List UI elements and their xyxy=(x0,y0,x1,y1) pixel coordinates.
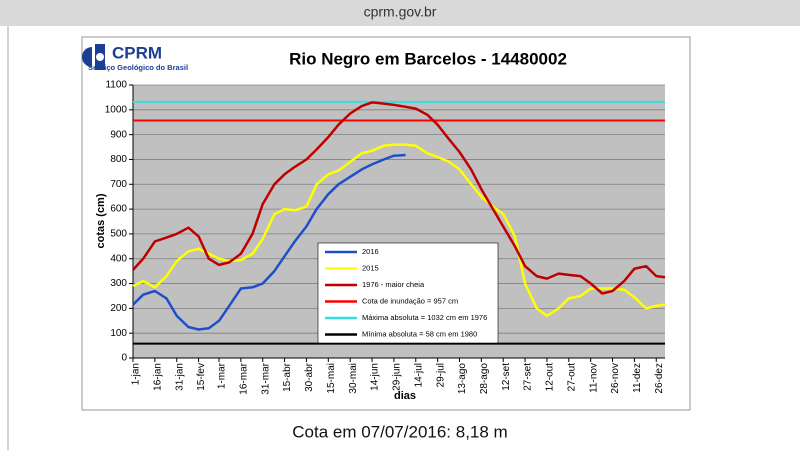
caption: Cota em 07/07/2016: 8,18 m xyxy=(292,422,507,441)
address-bar xyxy=(0,0,800,26)
url[interactable]: cprm.gov.br xyxy=(364,4,437,20)
x-tick-label: 26-dez xyxy=(654,363,665,394)
x-tick-label: 29-jul xyxy=(435,363,446,387)
logo-icon-dot xyxy=(96,53,104,61)
logo: CPRM Serviço Geológico do Brasil xyxy=(82,43,188,72)
logo-name: CPRM xyxy=(112,43,162,62)
x-tick-label: 16-jan xyxy=(153,363,164,391)
y-tick-label: 600 xyxy=(110,204,127,215)
logo-subtitle: Serviço Geológico do Brasil xyxy=(88,63,188,72)
y-tick-label: 1000 xyxy=(105,104,128,115)
y-axis-label: cotas (cm) xyxy=(95,193,107,248)
y-tick-label: 900 xyxy=(110,129,127,140)
y-tick-label: 0 xyxy=(121,353,127,364)
y-tick-label: 300 xyxy=(110,278,127,289)
logo-icon xyxy=(82,44,105,70)
series-line xyxy=(132,101,666,295)
x-tick-label: 16-mar xyxy=(238,362,249,394)
series-line xyxy=(132,143,666,318)
x-tick-label: 11-dez xyxy=(632,363,643,393)
legend-box xyxy=(317,242,499,344)
y-tick-label: 100 xyxy=(110,328,127,339)
y-tick-label: 800 xyxy=(110,154,127,165)
y-tick-label: 500 xyxy=(110,229,127,240)
y-tick-label: 700 xyxy=(110,179,127,190)
x-tick-label: 29-jun xyxy=(392,363,403,391)
x-tick-label: 15-fev xyxy=(196,363,207,391)
x-tick-label: 15-abr xyxy=(282,362,293,392)
x-tick-label: 27-set xyxy=(523,363,534,391)
x-tick-label: 27-out xyxy=(566,363,577,392)
y-tick-label: 400 xyxy=(110,253,127,264)
legend-label: 1976 - maior cheia xyxy=(362,280,425,289)
x-tick-label: 12-out xyxy=(545,363,556,392)
x-tick-label: 1-jan xyxy=(131,363,142,385)
y-tick-label: 1100 xyxy=(105,80,127,91)
y-tick-label: 200 xyxy=(110,303,127,314)
legend-label: 2015 xyxy=(362,263,379,272)
x-tick-label: 31-mar xyxy=(260,362,271,394)
x-tick-label: 14-jul xyxy=(413,363,424,387)
x-tick-label: 31-jan xyxy=(174,363,185,391)
legend: 2016 2015 1976 - maior cheia Cota de inunda… xyxy=(317,242,499,344)
x-axis-label: dias xyxy=(394,390,416,402)
series-line xyxy=(132,153,406,331)
legend-label: Cota de inundação = 957 cm xyxy=(362,296,458,305)
x-tick-label: 30-mai xyxy=(348,363,359,394)
x-tick-label: 13-ago xyxy=(457,363,468,395)
x-tick-label: 15-mai xyxy=(326,363,337,394)
x-tick-label: 30-abr xyxy=(304,362,315,392)
x-tick-label: 26-nov xyxy=(610,363,621,394)
legend-label: Máxima absoluta = 1032 cm em 1976 xyxy=(362,313,487,322)
legend-label: Mínima absoluta = 58 cm em 1980 xyxy=(362,329,477,338)
x-tick-label: 12-set xyxy=(501,363,512,391)
x-tick-label: 1-mar xyxy=(217,362,228,389)
legend-label: 2016 xyxy=(362,247,379,256)
plot: 0 100 200 300 400 500 600 700 800 900 1000 1100 1-ja… xyxy=(105,80,666,395)
x-tick-label: 28-ago xyxy=(479,363,490,395)
x-tick-label: 11-nov xyxy=(588,363,599,393)
chart-title: Rio Negro em Barcelos - 14480002 xyxy=(289,49,567,68)
x-tick-label: 14-jun xyxy=(370,363,381,391)
